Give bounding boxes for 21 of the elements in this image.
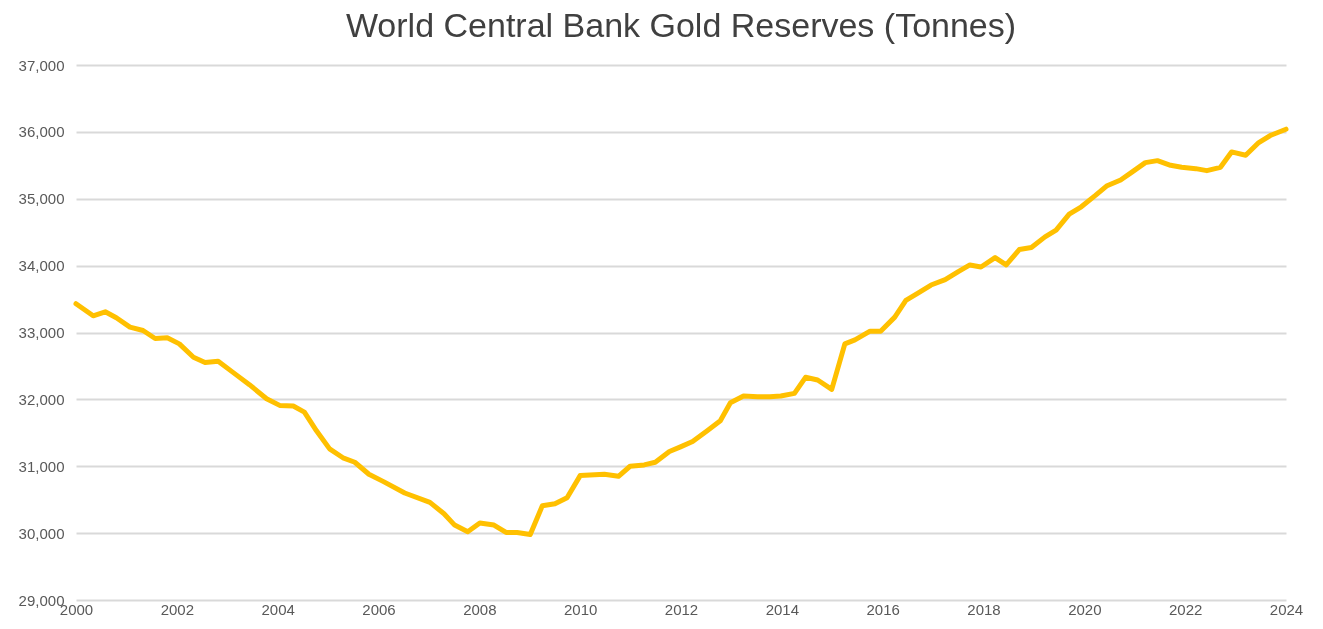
chart-title: World Central Bank Gold Reserves (Tonnes) xyxy=(345,6,1017,44)
x-tick-label: 2008 xyxy=(463,600,497,618)
x-tick-label: 2012 xyxy=(664,600,699,618)
y-tick-label: 30,000 xyxy=(18,524,65,542)
x-tick-label: 2024 xyxy=(1269,600,1304,618)
y-tick-label: 33,000 xyxy=(18,324,65,341)
x-tick-label: 2022 xyxy=(1168,600,1203,618)
y-tick-label: 32,000 xyxy=(18,390,65,408)
y-tick-label: 34,000 xyxy=(18,257,65,275)
y-tick-label: 37,000 xyxy=(18,56,65,74)
x-tick-label: 2004 xyxy=(261,600,295,618)
x-tick-label: 2010 xyxy=(563,600,598,618)
x-tick-label: 2014 xyxy=(765,600,800,618)
x-tick-label: 2018 xyxy=(967,600,1001,618)
y-tick-label: 35,000 xyxy=(18,190,65,208)
y-tick-label: 36,000 xyxy=(18,123,65,141)
x-tick-label: 2020 xyxy=(1068,600,1102,618)
y-tick-label: 31,000 xyxy=(18,457,65,475)
x-tick-label: 2002 xyxy=(160,600,195,618)
x-tick-label: 2006 xyxy=(362,600,396,618)
x-tick-label: 2016 xyxy=(866,600,900,618)
